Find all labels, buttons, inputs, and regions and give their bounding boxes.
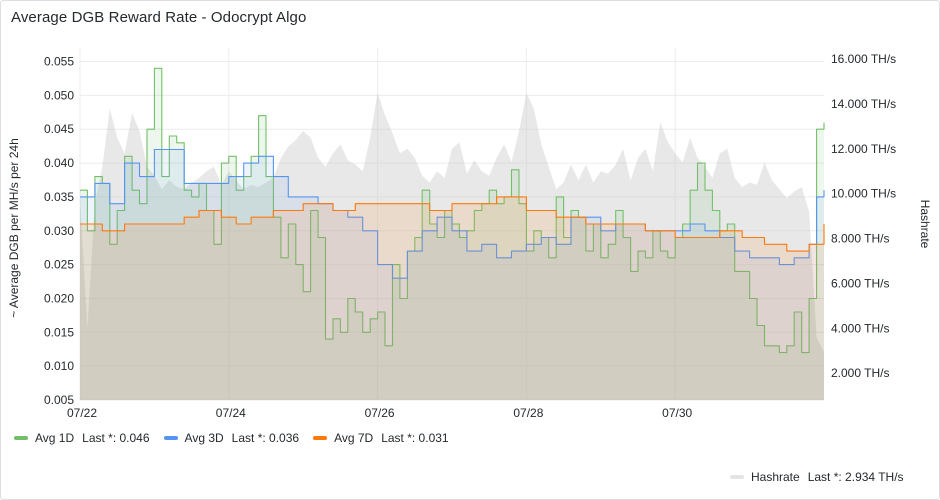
legend-swatch: [163, 436, 178, 440]
panel-title: Average DGB Reward Rate - Odocrypt Algo: [11, 9, 307, 26]
y-right-axis-title: Hashrate: [918, 200, 932, 249]
y-right-tick-label: 14.000 TH/s: [831, 97, 896, 111]
y-right-tick-label: 12.000 TH/s: [831, 142, 896, 156]
series-area-hashrate: [80, 92, 824, 401]
legend-item-hashrate[interactable]: Hashrate Last *: 2.934 TH/s: [730, 470, 904, 484]
y-right-tick-label: 2.000 TH/s: [831, 366, 889, 380]
legend-series-name: Avg 7D: [334, 431, 374, 445]
y-right-tick-label: 4.000 TH/s: [831, 321, 889, 335]
x-tick-label: 07/28: [513, 406, 543, 420]
legend: Avg 1D Last *: 0.046 Avg 3D Last *: 0.036 Av…: [14, 431, 463, 445]
axes: 0.005 0.010 0.015 0.020 0.025 0.030 0.035 0.040…: [7, 52, 932, 420]
legend-swatch: [313, 436, 328, 440]
x-tick-label: 07/30: [662, 406, 692, 420]
legend-last-value: Last *: 0.036: [231, 431, 300, 445]
y-left-tick-label: 0.030: [44, 224, 74, 238]
x-tick-label: 07/24: [216, 406, 246, 420]
y-left-tick-label: 0.045: [44, 122, 74, 136]
series-line-avg-7d[interactable]: [80, 196, 825, 252]
legend-last-value: Last *: 0.046: [82, 431, 150, 445]
plot-area[interactable]: [80, 67, 825, 401]
x-tick-label: 07/26: [365, 406, 395, 420]
x-tick-label: 07/22: [67, 406, 97, 420]
legend-hashrate: Hashrate Last *: 2.934 TH/s: [730, 470, 918, 484]
series-area-avg-7d: [80, 196, 824, 400]
y-right-tick-label: 8.000 TH/s: [831, 232, 889, 246]
y-left-tick-label: 0.010: [44, 359, 74, 373]
y-left-tick-label: 0.040: [44, 156, 74, 170]
legend-item-avg-3d[interactable]: Avg 3D Last *: 0.036: [163, 431, 300, 445]
legend-swatch: [14, 436, 28, 440]
legend-item-avg-1d[interactable]: Avg 1D Last *: 0.046: [14, 431, 150, 445]
y-left-tick-label: 0.020: [44, 291, 74, 305]
y-right-tick-label: 16.000 TH/s: [831, 52, 896, 66]
legend-last-value: Last *: 2.934 TH/s: [807, 470, 904, 484]
y-left-axis-title: ~ Average DGB per MH/s per 24h: [7, 138, 21, 318]
y-left-tick-label: 0.005: [44, 393, 74, 407]
y-right-tick-label: 6.000 TH/s: [831, 276, 889, 290]
y-right-tick-label: 10.000 TH/s: [831, 187, 896, 201]
series-area-avg-3d: [80, 149, 824, 400]
legend-swatch: [730, 475, 744, 479]
legend-last-value: Last *: 0.031: [381, 431, 449, 445]
y-left-tick-label: 0.055: [44, 55, 74, 69]
legend-series-name: Avg 1D: [35, 431, 75, 445]
y-left-tick-label: 0.035: [44, 190, 74, 204]
y-left-tick-label: 0.025: [44, 258, 74, 272]
legend-series-name: Hashrate: [751, 470, 800, 484]
y-left-tick-label: 0.050: [44, 88, 74, 102]
y-left-tick-label: 0.015: [44, 325, 74, 339]
legend-series-name: Avg 3D: [184, 431, 224, 445]
legend-item-avg-7d[interactable]: Avg 7D Last *: 0.031: [313, 431, 449, 445]
